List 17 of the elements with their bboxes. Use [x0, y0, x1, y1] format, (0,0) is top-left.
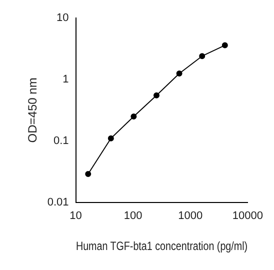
- y-tick-label: 10: [56, 12, 69, 24]
- y-axis-title: OD=450 nm: [26, 78, 40, 143]
- y-tick-label: 1: [62, 74, 69, 86]
- point: [108, 135, 114, 142]
- point: [130, 113, 137, 120]
- x-tick-label: 1000: [178, 210, 203, 222]
- point: [222, 42, 228, 48]
- x-tick-label: 100: [124, 210, 142, 222]
- y-tick-label: 0.1: [54, 134, 69, 147]
- y-tick-label: 0.01: [47, 196, 69, 208]
- point: [85, 170, 92, 177]
- x-axis-title: Human TGF-bta1 concentration (pg/ml): [76, 240, 248, 254]
- x-tick-label: 10: [70, 210, 82, 222]
- point: [154, 92, 160, 98]
- point: [176, 70, 182, 77]
- x-tick-label: 10000: [232, 210, 264, 222]
- point: [199, 53, 206, 60]
